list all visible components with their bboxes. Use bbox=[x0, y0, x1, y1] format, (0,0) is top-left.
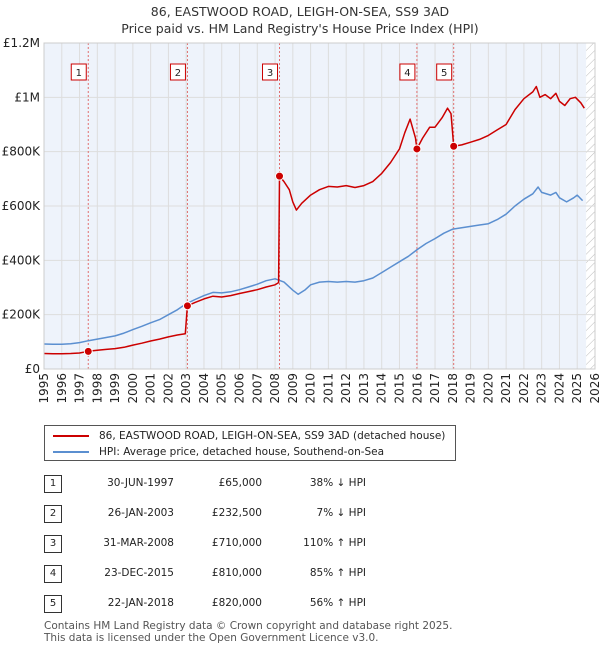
hpi-series-line bbox=[43, 186, 584, 346]
x-tick-label: 1999 bbox=[108, 373, 122, 404]
y-tick-label: £200K bbox=[2, 308, 42, 322]
y-tick-label: £1.2M bbox=[3, 36, 40, 50]
chart-title: 86, EASTWOOD ROAD, LEIGH-ON-SEA, SS9 3AD bbox=[151, 4, 449, 19]
x-tick-label: 2025 bbox=[570, 373, 584, 404]
x-tick-label: 2020 bbox=[481, 373, 495, 404]
transaction-point bbox=[182, 301, 192, 311]
row-hpi-delta: 38% ↓ HPI bbox=[309, 477, 366, 489]
footer-notice: Contains HM Land Registry data © Crown c… bbox=[44, 620, 452, 644]
table-row: 5 22-JAN-2018 £820,000 56% ↑ HPI bbox=[44, 595, 424, 613]
footer-licence: This data is licensed under the Open Gov… bbox=[44, 632, 379, 644]
x-tick-label: 2014 bbox=[375, 373, 389, 404]
legend-swatch-hpi bbox=[53, 451, 89, 453]
row-date: 23-DEC-2015 bbox=[104, 567, 174, 579]
x-tick-label: 2024 bbox=[552, 373, 566, 404]
table-row: 2 26-JAN-2003 £232,500 7% ↓ HPI bbox=[44, 505, 424, 523]
transaction-label-number: 4 bbox=[404, 68, 410, 79]
table-row: 4 23-DEC-2015 £810,000 85% ↑ HPI bbox=[44, 565, 424, 583]
legend-item-hpi: HPI: Average price, detached house, Sout… bbox=[53, 444, 384, 460]
x-tick-label: 2026 bbox=[588, 373, 600, 404]
transaction-label-number: 1 bbox=[76, 68, 82, 79]
row-date: 22-JAN-2018 bbox=[107, 597, 174, 609]
y-tick-label: £1M bbox=[14, 90, 40, 104]
transaction-label-box bbox=[399, 63, 416, 81]
transaction-point bbox=[449, 141, 459, 151]
legend: 86, EASTWOOD ROAD, LEIGH-ON-SEA, SS9 3AD… bbox=[44, 425, 456, 461]
chart-subtitle: Price paid vs. HM Land Registry's House … bbox=[121, 21, 478, 36]
transaction-point bbox=[412, 144, 422, 154]
footer-copyright: Contains HM Land Registry data © Crown c… bbox=[44, 620, 453, 632]
property-series-line bbox=[43, 85, 585, 355]
legend-label-property: 86, EASTWOOD ROAD, LEIGH-ON-SEA, SS9 3AD… bbox=[99, 430, 446, 442]
transaction-point bbox=[83, 346, 93, 356]
table-row: 1 30-JUN-1997 £65,000 38% ↓ HPI bbox=[44, 475, 424, 493]
row-hpi-delta: 85% ↑ HPI bbox=[309, 567, 366, 579]
x-tick-label: 2019 bbox=[464, 373, 478, 404]
plot-frame bbox=[43, 42, 596, 370]
row-number-badge: 3 bbox=[44, 535, 62, 553]
row-date: 30-JUN-1997 bbox=[107, 477, 174, 489]
x-tick-label: 2004 bbox=[197, 373, 211, 404]
x-tick-label: 2012 bbox=[339, 373, 353, 404]
x-tick-label: 2011 bbox=[321, 373, 335, 404]
row-hpi-delta: 110% ↑ HPI bbox=[303, 537, 366, 549]
x-tick-label: 2022 bbox=[517, 373, 531, 404]
row-hpi-delta: 7% ↓ HPI bbox=[316, 507, 366, 519]
row-hpi-delta: 56% ↑ HPI bbox=[309, 597, 366, 609]
transaction-point bbox=[275, 171, 285, 181]
x-tick-label: 2021 bbox=[499, 373, 513, 404]
transaction-label-box bbox=[169, 63, 186, 81]
x-tick-label: 2001 bbox=[144, 373, 158, 404]
x-tick-label: 2000 bbox=[126, 373, 140, 404]
x-tick-label: 2016 bbox=[410, 373, 424, 404]
x-tick-label: 2006 bbox=[233, 373, 247, 404]
row-date: 26-JAN-2003 bbox=[107, 507, 174, 519]
transaction-label-box bbox=[436, 63, 453, 81]
row-number-badge: 1 bbox=[44, 475, 62, 493]
legend-item-property: 86, EASTWOOD ROAD, LEIGH-ON-SEA, SS9 3AD… bbox=[53, 428, 445, 444]
row-number-badge: 4 bbox=[44, 565, 62, 583]
transaction-label-number: 3 bbox=[267, 68, 273, 79]
x-tick-label: 2018 bbox=[446, 373, 460, 404]
row-price: £810,000 bbox=[211, 567, 262, 579]
row-price: £232,500 bbox=[211, 507, 262, 519]
x-tick-label: 2017 bbox=[428, 373, 442, 404]
row-price: £65,000 bbox=[218, 477, 262, 489]
y-tick-label: £400K bbox=[2, 253, 42, 267]
x-tick-label: 2005 bbox=[215, 373, 229, 404]
transaction-label-number: 2 bbox=[175, 68, 181, 79]
row-price: £710,000 bbox=[211, 537, 262, 549]
table-row: 3 31-MAR-2008 £710,000 110% ↑ HPI bbox=[44, 535, 424, 553]
transaction-label-box bbox=[70, 63, 87, 81]
x-tick-label: 2015 bbox=[392, 373, 406, 404]
x-tick-label: 2023 bbox=[535, 373, 549, 404]
legend-label-hpi: HPI: Average price, detached house, Sout… bbox=[99, 446, 385, 458]
x-tick-label: 2003 bbox=[179, 373, 193, 404]
price-chart: 86, EASTWOOD ROAD, LEIGH-ON-SEA, SS9 3AD… bbox=[2, 4, 600, 404]
y-tick-label: £800K bbox=[2, 145, 42, 159]
legend-swatch-property bbox=[53, 435, 89, 437]
transaction-label-number: 5 bbox=[441, 68, 447, 79]
x-tick-label: 1997 bbox=[73, 373, 87, 404]
transaction-label-box bbox=[262, 63, 279, 81]
y-tick-label: £0 bbox=[25, 362, 40, 376]
x-tick-label: 2009 bbox=[286, 373, 300, 404]
x-tick-label: 1996 bbox=[55, 373, 69, 404]
y-tick-label: £600K bbox=[2, 199, 42, 213]
row-number-badge: 5 bbox=[44, 595, 62, 613]
row-price: £820,000 bbox=[211, 597, 262, 609]
x-tick-label: 2002 bbox=[161, 373, 175, 404]
x-tick-label: 2013 bbox=[357, 373, 371, 404]
x-tick-label: 2008 bbox=[268, 373, 282, 404]
x-tick-label: 2007 bbox=[250, 373, 264, 404]
row-date: 31-MAR-2008 bbox=[103, 537, 174, 549]
x-tick-label: 1995 bbox=[37, 373, 51, 404]
row-number-badge: 2 bbox=[44, 505, 62, 523]
x-tick-label: 2010 bbox=[304, 373, 318, 404]
x-tick-label: 1998 bbox=[90, 373, 104, 404]
